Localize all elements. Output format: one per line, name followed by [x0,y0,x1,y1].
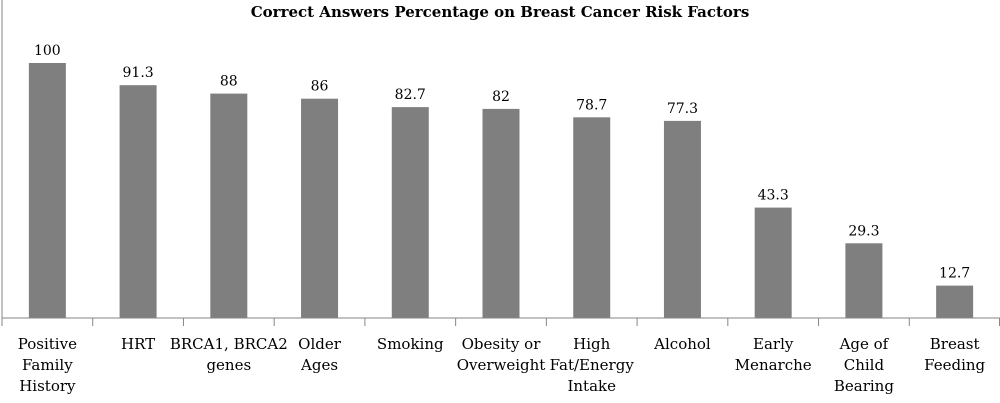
data-label: 29.3 [848,223,879,239]
bar [119,85,157,318]
bar [936,285,974,318]
data-label: 12.7 [939,266,970,282]
bar [301,98,339,318]
x-tick-label: Alcohol [653,335,711,353]
x-tick-label: Obesity or Overweight [457,335,546,374]
x-tick-label: BRCA1, BRCA2 genes [170,335,288,374]
x-tick-label: Age of Child Bearing [834,335,894,395]
x-tick-label: Early Menarche [735,335,812,374]
data-label: 78.7 [576,97,607,113]
data-label: 82.7 [395,87,426,103]
data-label: 82 [492,89,510,105]
bar [391,107,429,319]
data-label: 91.3 [123,65,154,81]
chart-title: Correct Answers Percentage on Breast Can… [251,3,750,21]
bars-layer [28,63,974,319]
bar [28,63,66,318]
x-tick-label: Older Ages [298,335,342,374]
x-tick-label: High Fat/Energy Intake [550,335,635,395]
data-label: 77.3 [667,101,698,117]
data-label: 100 [34,43,61,59]
bar [845,243,883,318]
x-tick-label: Positive Family History [18,335,77,395]
data-label: 88 [220,74,238,90]
bar [754,207,792,318]
data-label: 43.3 [758,188,789,204]
x-tick-label: Breast Feeding [924,335,985,374]
data-label: 86 [311,79,329,95]
bar [663,120,701,318]
bar [210,93,248,318]
x-tick-label: Smoking [377,335,444,353]
bar [573,117,611,318]
labels-layer: 100 Positive Family History 91.3 HRT 88 BRCA1, … [18,43,986,395]
x-tick-label: HRT [121,335,155,353]
bar [482,108,520,319]
